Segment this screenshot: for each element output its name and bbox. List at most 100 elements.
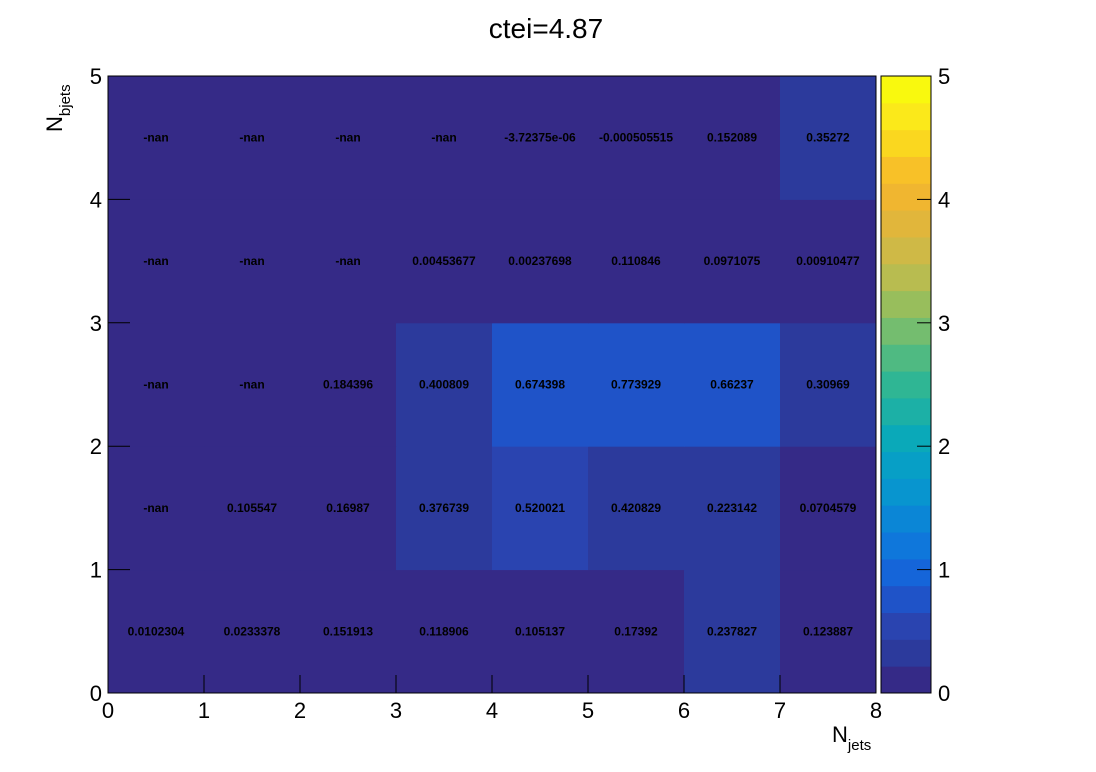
cell-value-label: 0.123887 — [803, 624, 853, 638]
colorbar: 0 1 2 3 4 5 — [880, 64, 950, 706]
heatmap-cell — [588, 569, 685, 694]
heatmap-cell — [684, 446, 781, 571]
colorbar-tick-label: 3 — [938, 311, 950, 336]
y-axis-title-main: N — [42, 116, 67, 132]
x-tick-label: 4 — [486, 698, 498, 723]
heatmap-cell — [204, 569, 301, 694]
y-tick-label: 5 — [90, 64, 102, 89]
colorbar-segment — [881, 102, 931, 131]
cell-value-label: 0.237827 — [707, 624, 757, 638]
cell-value-label: 0.520021 — [515, 501, 565, 515]
colorbar-segment — [881, 612, 931, 640]
colorbar-segment — [881, 558, 931, 587]
x-tick-label: 5 — [582, 698, 594, 723]
heatmap-cell — [396, 199, 493, 324]
y-tick-label: 0 — [90, 681, 102, 706]
cell-value-label: 0.66237 — [710, 378, 754, 392]
heatmap-cell — [396, 569, 493, 694]
heatmap-cells — [108, 76, 877, 694]
heatmap-cell — [684, 76, 781, 200]
cell-value-label: 0.00453677 — [412, 254, 476, 268]
heatmap-cell — [396, 322, 493, 447]
axes: 0 1 2 3 4 5 6 7 8 0 1 2 3 4 5 — [90, 64, 882, 723]
heatmap-cell — [108, 569, 205, 694]
heatmap-cell — [780, 322, 877, 447]
heatmap-cell — [108, 199, 205, 324]
cell-value-label: 0.773929 — [611, 378, 661, 392]
x-axis-title-sub: jets — [847, 737, 871, 754]
cell-value-label: 0.223142 — [707, 501, 757, 515]
colorbar-segment — [881, 210, 931, 238]
colorbar-segment — [881, 183, 931, 211]
y-tick-label: 2 — [90, 434, 102, 459]
heatmap-cell — [492, 76, 589, 200]
cell-value-label: 0.17392 — [614, 624, 658, 638]
cell-value-label: -3.72375e-06 — [504, 131, 576, 145]
heatmap-cell — [108, 76, 205, 200]
x-tick-label: 6 — [678, 698, 690, 723]
cell-value-label: 0.152089 — [707, 131, 757, 145]
colorbar-tick-label: 5 — [938, 64, 950, 89]
colorbar-segment — [881, 451, 931, 479]
x-tick-label: 2 — [294, 698, 306, 723]
cell-value-label: 0.0971075 — [704, 254, 761, 268]
cell-value-label: -0.000505515 — [599, 131, 673, 145]
cell-value-label: 0.0233378 — [224, 624, 281, 638]
cell-value-label: 0.105547 — [227, 501, 277, 515]
cell-value-label: 0.0102304 — [128, 624, 185, 638]
heatmap-cell — [204, 199, 301, 324]
heatmap-cell — [684, 569, 781, 694]
heatmap-cell — [780, 446, 877, 571]
cell-value-label: 0.00237698 — [508, 254, 572, 268]
colorbar-segment — [881, 344, 931, 372]
cell-value-label: 0.420829 — [611, 501, 661, 515]
heatmap-cell — [588, 322, 685, 447]
cell-value-label: -nan — [335, 131, 360, 145]
colorbar-segment — [881, 129, 931, 157]
heatmap-cell — [492, 569, 589, 694]
cell-value-label: -nan — [239, 254, 264, 268]
cell-value-label: 0.00910477 — [796, 254, 860, 268]
x-tick-label: 8 — [870, 698, 882, 723]
heatmap-cell — [204, 76, 301, 200]
heatmap-cell — [780, 569, 877, 694]
cell-value-label: 0.0704579 — [800, 501, 857, 515]
heatmap-cell — [684, 322, 781, 447]
heatmap-cell — [300, 446, 397, 571]
heatmap-cell — [780, 76, 877, 200]
colorbar-segment — [881, 585, 931, 614]
cell-value-label: -nan — [143, 254, 168, 268]
colorbar-segment — [881, 156, 931, 184]
heatmap-cell — [588, 446, 685, 571]
heatmap-cell — [204, 446, 301, 571]
cell-value-label: -nan — [239, 131, 264, 145]
cell-value-label: 0.376739 — [419, 501, 469, 515]
heatmap-cell — [204, 322, 301, 447]
heatmap-cell — [108, 322, 205, 447]
x-tick-label: 1 — [198, 698, 210, 723]
heatmap-cell — [396, 76, 493, 200]
colorbar-tick-label: 0 — [938, 681, 950, 706]
colorbar-tick-label: 2 — [938, 434, 950, 459]
heatmap-cell — [684, 199, 781, 324]
x-axis-title: Njets — [832, 722, 871, 754]
cell-value-label: -nan — [143, 131, 168, 145]
heatmap-cell — [300, 76, 397, 200]
y-tick-label: 1 — [90, 558, 102, 583]
colorbar-segment — [881, 666, 931, 694]
colorbar-tick-label: 4 — [938, 187, 950, 212]
heatmap-cell — [300, 199, 397, 324]
y-axis-title-sub: bjets — [57, 84, 74, 116]
colorbar-segment — [881, 317, 931, 345]
cell-value-label: -nan — [335, 254, 360, 268]
heatmap-cell — [300, 569, 397, 694]
heatmap-cell-labels: 0.0102304 0.0233378 0.151913 0.118906 0.1051… — [128, 131, 860, 639]
colorbar-segment — [881, 76, 931, 104]
cell-value-label: 0.674398 — [515, 378, 565, 392]
x-axis-title-main: N — [832, 722, 848, 747]
cell-value-label: 0.105137 — [515, 624, 565, 638]
cell-value-label: -nan — [143, 378, 168, 392]
y-tick-label: 3 — [90, 311, 102, 336]
colorbar-segment — [881, 290, 931, 318]
